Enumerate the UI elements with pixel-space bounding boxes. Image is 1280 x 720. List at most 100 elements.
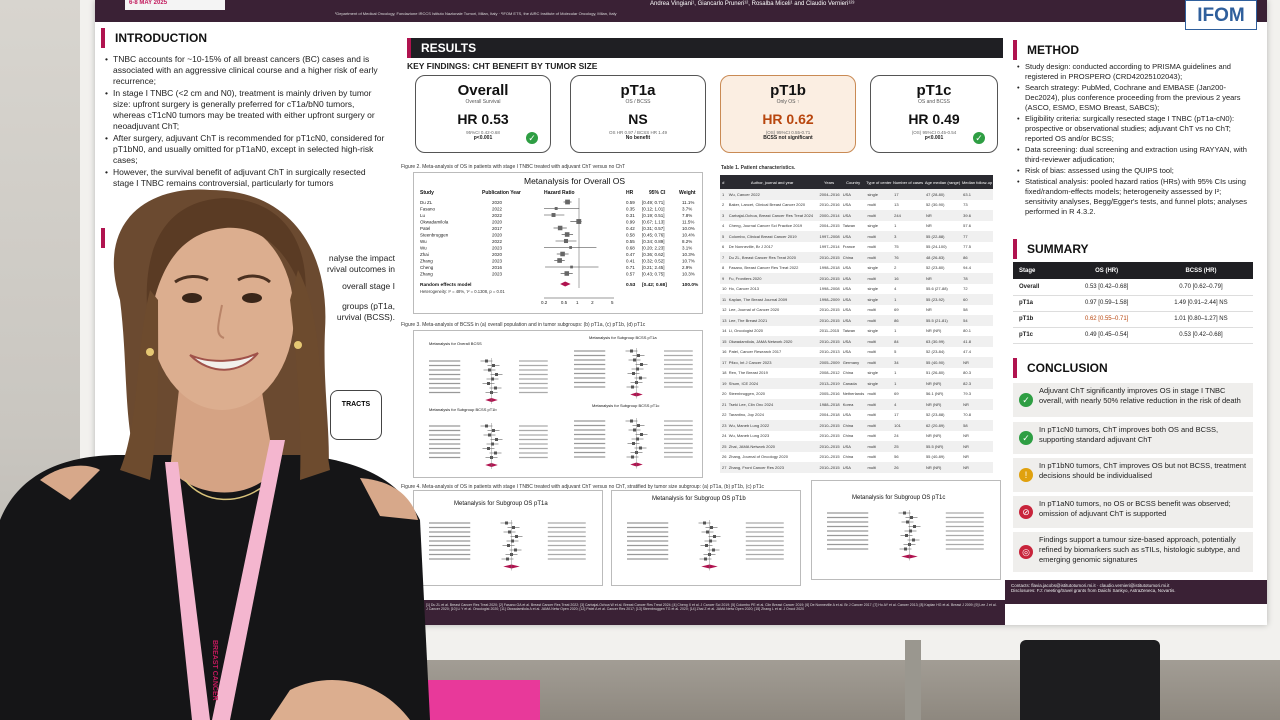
summary-cell: 1.49 [0.91–2.44] NS (1148, 295, 1253, 312)
summary-header-cell: BCSS (HR) (1148, 262, 1253, 279)
summary-cell: 1.01 [0.80–1.27] NS (1148, 311, 1253, 328)
forest-cell: Okwadamilola (420, 220, 449, 225)
method-bullet: Data screening: dual screening and extra… (1017, 145, 1255, 165)
table-cell: 1998–2018 (819, 265, 840, 271)
right-eye (242, 293, 262, 303)
warning-icon: ! (1019, 468, 1033, 482)
patient-characteristics-table: # Author, journal and year Years Country Typ… (720, 175, 993, 473)
objective-line: overall stage I (342, 281, 395, 291)
mini-point (485, 359, 488, 363)
summary-cell: 0.53 [0.42–0.68] (1148, 327, 1253, 344)
table-cell: Baker, Lancet, Clinical Breast Cancer 20… (728, 202, 806, 208)
table-cell: NR (NR) (923, 378, 962, 389)
card-note: OS HR 0.97 / BCSS HR 1.49 (608, 130, 668, 135)
fig3-title-d: Metanalysis for Subgroup BCSS pT1c (592, 403, 660, 408)
table-cell: Ren, The Breast 2019 (728, 370, 768, 376)
intro-bullet: However, the survival benefit of adjuvan… (105, 167, 385, 189)
references-bar: [1] Du ZL et al. Breast Cancer Res Treat… (420, 600, 1005, 625)
mini-point (511, 539, 514, 543)
summary-cell: 0.53 [0.42–0.68] (1064, 279, 1149, 296)
forest-cell: Patel (420, 226, 430, 231)
conclusion-item: ! In pT1bN0 tumors, ChT improves OS but n… (1013, 458, 1253, 492)
mini-point (909, 529, 912, 533)
table-cell: multi (865, 399, 893, 410)
hair-side (120, 290, 159, 480)
table-cell: single (867, 265, 878, 271)
forest-cell: 10.4% (682, 233, 695, 238)
table-cell: 84 (892, 336, 924, 347)
figure4-panel-c: Metanalysis for Subgroup OS pT1c (811, 480, 1001, 580)
table-cell: 10 (722, 286, 727, 292)
forest-cell: 3.7% (682, 207, 692, 212)
mini-point (713, 535, 716, 538)
fig4-plot-c (827, 510, 984, 561)
objective-heading (101, 228, 391, 248)
forest-point (551, 213, 556, 217)
table-cell: 2013–2019 (817, 378, 841, 389)
card-p: p<0.001 (473, 135, 493, 141)
table-cell: Netherlands (842, 391, 865, 397)
mini-point (632, 442, 635, 445)
hr-card-pt1b: pT1b Only OS ↑ HR 0.62 (OS) 95%CI 0.55-0… (720, 75, 856, 153)
forest-cell: 10.7% (682, 259, 695, 264)
table-cell: 63.1 (961, 189, 993, 200)
table-cell: 24 (894, 433, 899, 439)
fig3-title-c: Metanalysis for Subgroup BCSS pT1b (429, 407, 497, 412)
table-cell: China (842, 433, 854, 439)
table-cell: multi (865, 252, 893, 263)
mini-point (515, 535, 518, 538)
mini-point (703, 521, 706, 525)
forest-total: 100.0% (682, 282, 699, 288)
table-row: 21 Tseki Lee, Clin Onc 2024 1988–2018 Korea… (720, 399, 993, 410)
table-cell: 16 (722, 349, 727, 355)
forest-cell: [0.45; 0.76] (642, 233, 665, 238)
conclusion-item: ◎ Findings support a tumour size-based ap… (1013, 532, 1253, 572)
table-cell: China (840, 420, 866, 431)
table-cell: Cheng, Journal Cancer Sci Practice 2019 (728, 223, 803, 229)
table-cell: NR (961, 462, 993, 473)
mini-point (709, 539, 712, 543)
table-cell: 58 (963, 307, 968, 313)
method-bullet: Search strategy: PubMed, Cochrane and EM… (1017, 83, 1255, 113)
table-cell: Taiwan (842, 328, 856, 334)
forest-cell: [0.31; 0.57] (642, 226, 665, 231)
table-cell: multi (867, 307, 876, 313)
table-cell: USA (840, 336, 866, 347)
table-cell: 101 (892, 420, 924, 431)
mini-point (487, 382, 490, 385)
forest-cell: 2023 (492, 272, 503, 277)
table-cell: 69 (894, 391, 899, 397)
table1-caption: Table 1. Patient characteristics. (721, 165, 796, 171)
forest-cell: Wu (420, 246, 427, 251)
table-cell: NR (963, 454, 969, 460)
summary-row: pT1a 0.97 [0.59–1.58] 1.49 [0.91–2.44] NS (1013, 295, 1253, 312)
table-cell: NR (961, 399, 993, 410)
mini-point (632, 372, 635, 375)
forest-cell: 0.68 (626, 246, 635, 251)
forest-plot-svg: Study Publication Year Hazard Ratio HR 95% C… (420, 190, 699, 305)
objective-text: nalyse the impact rvival outcomes in ove… (305, 253, 395, 323)
table-cell: single (867, 286, 878, 292)
table-row: 16 Patel, Cancer Research 2017 2010–2013 US… (720, 347, 993, 358)
card-subtitle: OS and BCSS (918, 99, 950, 105)
objective-line: nalyse the impact (328, 253, 395, 263)
table-cell: Lee, The Breast 2021 (726, 315, 818, 326)
table-cell: 1 (894, 370, 897, 376)
summary-cell: pT1b (1013, 311, 1065, 328)
table-cell: 5 (720, 231, 727, 242)
conclusion-item: ⊘ In pT1aN0 tumors, no OS or BCSS benefit… (1013, 496, 1253, 528)
mini-point (640, 433, 643, 436)
table-cell: 5 (894, 349, 897, 355)
earring (146, 348, 154, 356)
table-cell: 14 (722, 328, 727, 334)
table-cell: 39.6 (961, 210, 993, 221)
mini-point (492, 364, 495, 367)
forest-cell: 10.3% (682, 252, 695, 257)
forest-diamond (560, 281, 571, 287)
table-cell: Carbajal-Ochoa, Breast Cancer Res Treat … (726, 210, 818, 221)
table-cell: 1 (892, 378, 924, 389)
table-cell: 55.5 (21-81) (923, 315, 962, 326)
table-cell: multi (865, 231, 893, 242)
method-bullet: Study design: conducted according to PRI… (1017, 62, 1255, 82)
table-cell: 41.8 (961, 336, 993, 347)
